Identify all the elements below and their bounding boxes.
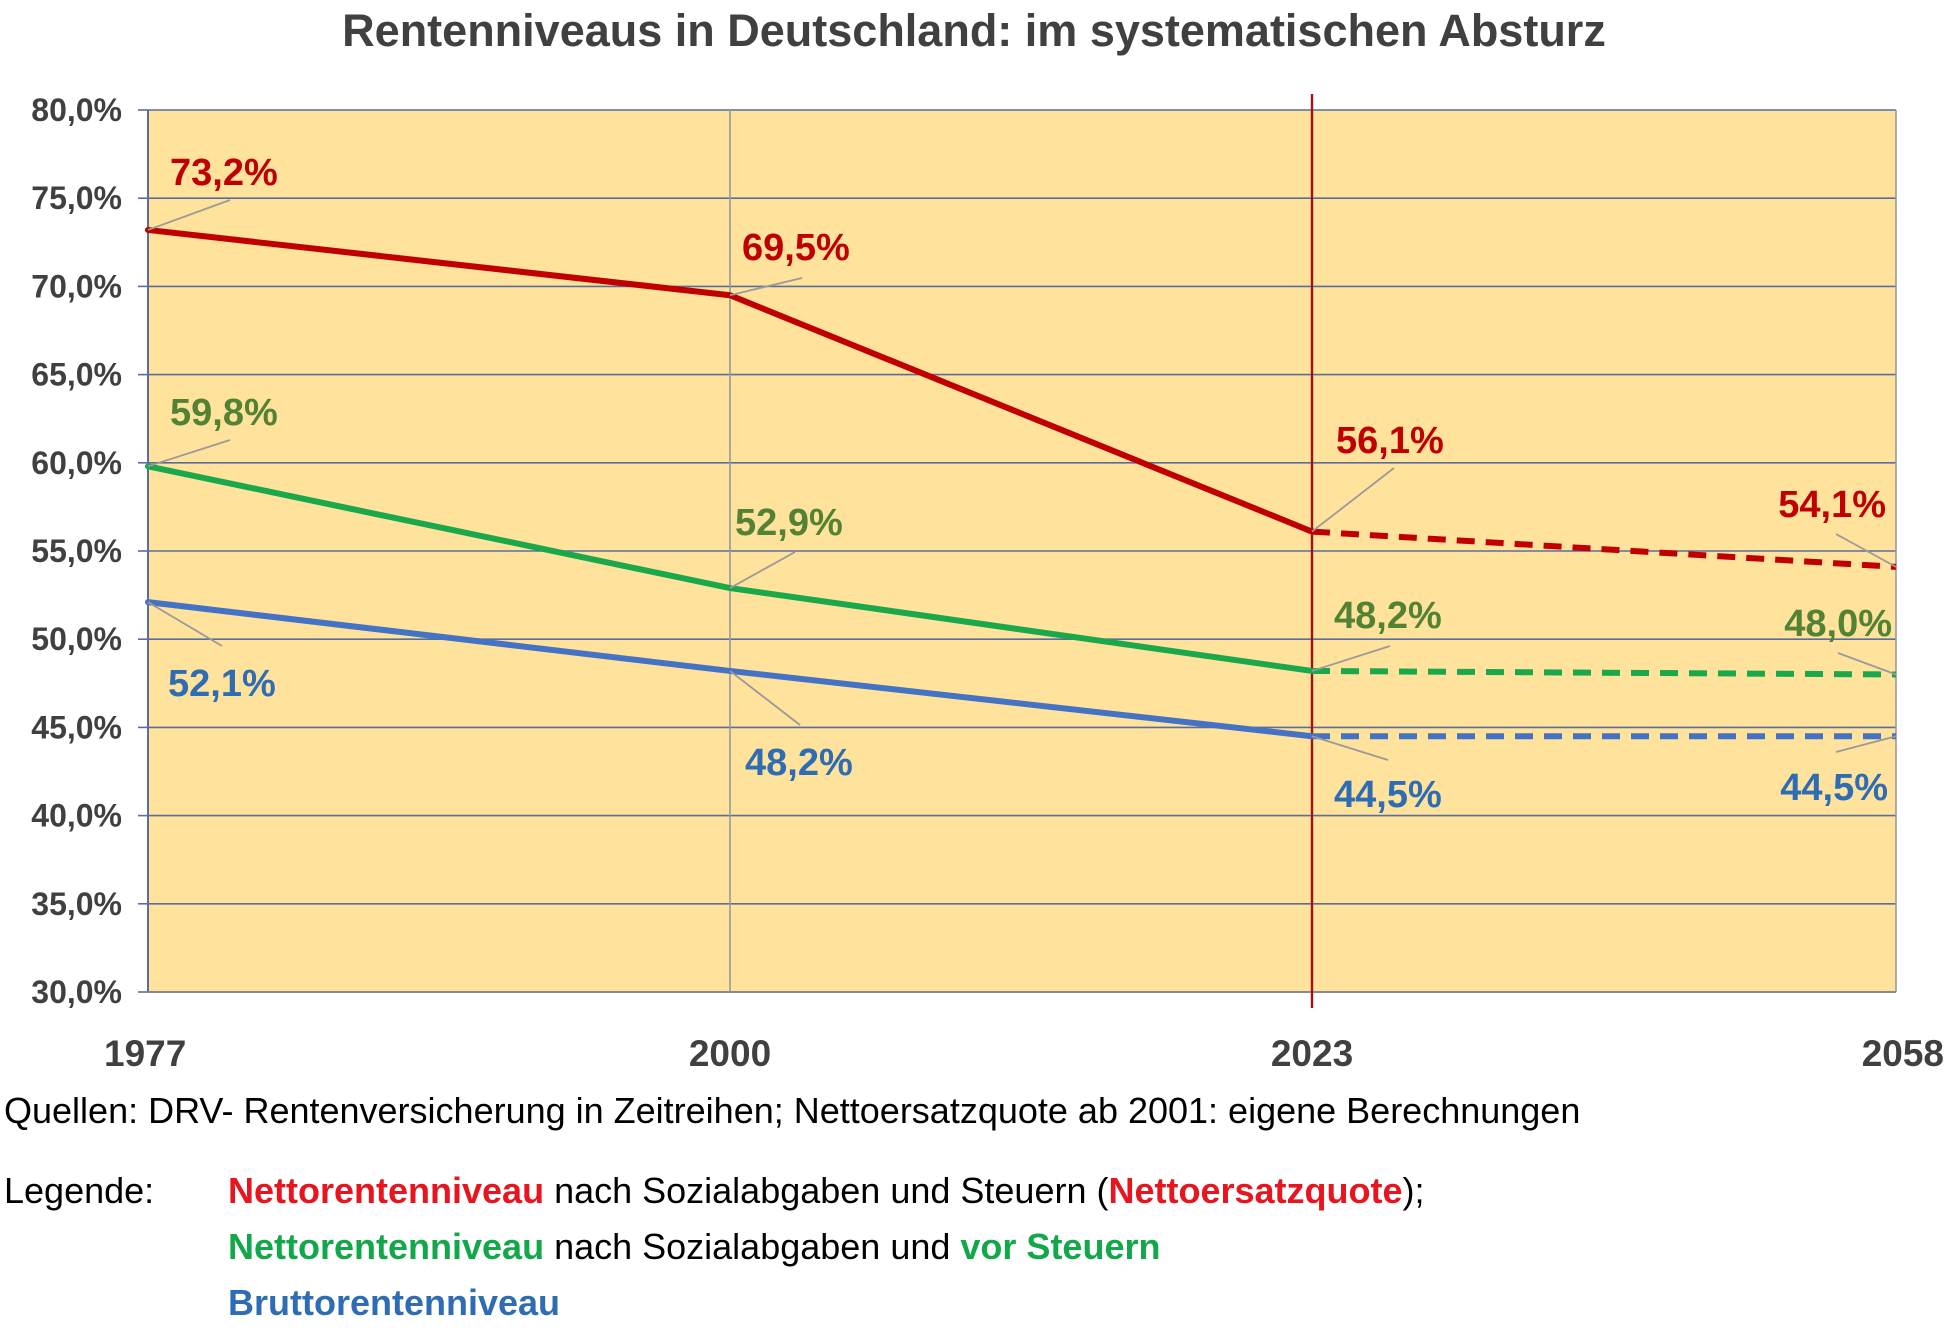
y-tick-label: 60,0%	[31, 445, 122, 481]
data-label: 48,2%	[745, 742, 853, 784]
legend-netto-text: nach Sozialabgaben und Steuern (	[544, 1170, 1109, 1211]
data-label: 44,5%	[1334, 774, 1442, 816]
legend-heading: Legende:	[4, 1170, 155, 1211]
data-label: 54,1%	[1778, 484, 1886, 526]
x-tick-label: 2000	[689, 1033, 771, 1074]
series-projection-netto_vor_steuern	[1311, 667, 1897, 678]
leader-line	[1835, 533, 1897, 568]
legend-row-netto-vor-steuern: Nettorentenniveau nach Sozialabgaben und…	[4, 1226, 1160, 1268]
y-tick-label: 55,0%	[31, 533, 122, 569]
y-tick-label: 80,0%	[31, 92, 122, 128]
data-label: 48,2%	[1334, 595, 1442, 637]
legend-row-brutto: Bruttorentenniveau	[4, 1282, 560, 1324]
legend-nettoersatzquote-label: Nettoersatzquote	[1108, 1170, 1403, 1211]
leader-line	[1311, 645, 1391, 672]
y-tick-label: 45,0%	[31, 709, 122, 745]
leader-line	[729, 277, 803, 297]
data-label: 52,9%	[735, 502, 843, 544]
legend-netto-label: Nettorentenniveau	[228, 1170, 545, 1211]
data-label: 59,8%	[170, 392, 278, 434]
legend-netto-vor-label: Nettorentenniveau	[228, 1226, 545, 1267]
data-label: 44,5%	[1780, 767, 1888, 809]
legend-netto-text-end: );	[1402, 1170, 1425, 1211]
y-tick-label: 30,0%	[31, 974, 122, 1010]
chart-title: Rentenniveaus in Deutschland: im systema…	[342, 5, 1606, 56]
leader-line	[1311, 735, 1389, 761]
legend-brutto-label: Bruttorentenniveau	[228, 1282, 561, 1323]
y-tick-label: 65,0%	[31, 357, 122, 393]
leader-line	[729, 670, 801, 726]
x-tick-label: 1977	[104, 1033, 186, 1074]
leader-line	[147, 601, 223, 647]
y-tick-label: 50,0%	[31, 621, 122, 657]
y-tick-label: 40,0%	[31, 798, 122, 834]
legend-row-netto-nach-steuern: Legende: Nettorentenniveau nach Sozialabg…	[4, 1170, 1425, 1212]
y-tick-label: 35,0%	[31, 886, 122, 922]
leader-line	[1311, 467, 1395, 533]
x-tick-label: 2023	[1271, 1033, 1353, 1074]
leader-line	[729, 551, 796, 589]
legend-netto-vor-text: nach Sozialabgaben und	[544, 1226, 961, 1267]
leader-line	[147, 199, 231, 231]
leader-line	[147, 439, 231, 468]
data-label-layer: 73,2% 69,5% 56,1% 54,1% 59,8% 52,9% 48,2% 48,0%…	[168, 152, 1892, 816]
data-label: 56,1%	[1336, 420, 1444, 462]
data-label: 69,5%	[742, 227, 850, 269]
leader-line	[1835, 735, 1897, 753]
data-label: 52,1%	[168, 663, 276, 705]
data-label: 48,0%	[1784, 603, 1892, 645]
legend-vor-steuern-label: vor Steuern	[960, 1226, 1161, 1267]
y-tick-label: 75,0%	[31, 180, 122, 216]
source-note: Quellen: DRV- Rentenversicherung in Zeit…	[4, 1090, 1581, 1131]
x-tick-label: 2058	[1862, 1033, 1944, 1074]
line-chart: 30,0% 35,0% 40,0% 45,0% 50,0% 55,0% 60,0% 65,0%…	[31, 92, 1944, 1074]
series-projection-netto_nach_steuern	[1311, 528, 1897, 570]
leader-line	[1837, 652, 1897, 676]
y-tick-label: 70,0%	[31, 268, 122, 304]
leader-line-layer	[147, 199, 1897, 761]
data-label: 73,2%	[170, 152, 278, 194]
axis-layer: 30,0% 35,0% 40,0% 45,0% 50,0% 55,0% 60,0% 65,0%…	[31, 92, 1944, 1074]
